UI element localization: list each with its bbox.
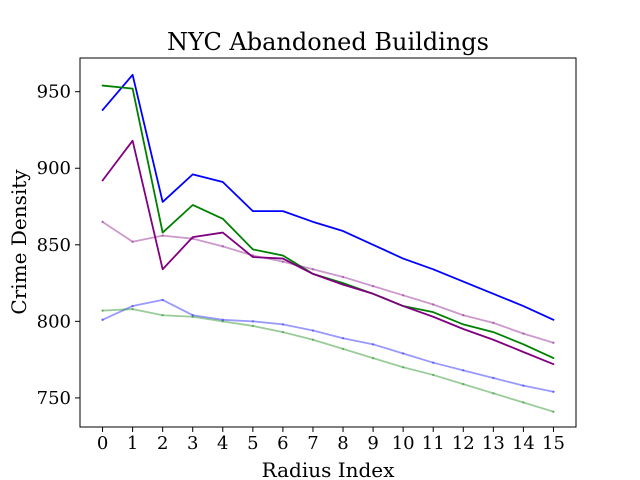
series-4-point (341, 275, 345, 279)
y-tick-label: 850 (37, 235, 71, 256)
series-5-point (161, 298, 164, 302)
series-5-point (552, 390, 555, 393)
series-4-point (311, 268, 315, 271)
x-tick-label: 9 (367, 433, 378, 454)
series-line-3 (101, 139, 555, 366)
series-5-point (492, 376, 495, 380)
x-tick-label: 7 (307, 433, 318, 454)
series-5-point (341, 337, 345, 340)
y-tick-label: 950 (37, 82, 71, 103)
series-5-point (462, 369, 465, 372)
x-axis-label: Radius Index (262, 458, 396, 480)
series-6-point (552, 410, 555, 413)
series-4-point (462, 314, 465, 317)
series-line-5 (101, 299, 555, 393)
y-axis: 750 800 850 900 950 (37, 82, 80, 409)
x-tick-label: 2 (157, 433, 168, 454)
x-tick-label: 10 (392, 433, 415, 454)
x-tick-label: 3 (187, 433, 198, 454)
series-6-point (131, 307, 134, 311)
x-tick-label: 1 (127, 433, 138, 454)
x-tick-label: 13 (482, 433, 505, 454)
series-5-point (311, 329, 315, 332)
x-tick-label: 14 (512, 433, 535, 454)
series-6-point (161, 314, 164, 317)
x-tick-label: 15 (542, 433, 565, 454)
series-5-point (251, 320, 255, 323)
series-6-point (401, 366, 405, 369)
series-4-point (191, 237, 194, 240)
series-4-point (101, 220, 104, 224)
series-6-point (101, 309, 104, 312)
x-tick-label: 12 (452, 433, 475, 454)
series-6-point (281, 330, 285, 334)
series-line-6 (101, 308, 555, 413)
series-5-point (101, 318, 104, 322)
series-4-point (432, 303, 435, 306)
series-4-point (492, 321, 495, 325)
series-6-point (221, 320, 224, 323)
series-6-point (341, 347, 345, 351)
series-5-point (522, 384, 525, 387)
plot-frame (79, 57, 577, 428)
series-line-4 (101, 220, 555, 344)
y-tick-label: 750 (37, 388, 71, 409)
series-4-point (251, 254, 255, 257)
series-6-point (492, 392, 495, 395)
series-6-point (522, 401, 525, 404)
series-5-point (131, 304, 134, 308)
series-6-point (462, 382, 465, 386)
x-tick-label: 11 (422, 433, 445, 454)
series-line-1 (101, 73, 555, 321)
series-5-point (191, 314, 194, 317)
series-line-2 (101, 84, 555, 360)
series-4-point (371, 284, 375, 288)
x-tick-label: 8 (337, 433, 348, 454)
x-tick-label: 5 (247, 433, 258, 454)
x-tick-label: 0 (97, 433, 108, 454)
y-tick-label: 800 (37, 311, 71, 332)
series-6-point (432, 373, 435, 377)
x-tick-label: 6 (277, 433, 288, 454)
series-4-point (522, 332, 525, 335)
x-axis: 0 1 2 3 4 5 6 7 8 9 10 11 12 13 14 15 (97, 427, 565, 454)
chart-title: NYC Abandoned Buildings (167, 28, 489, 56)
series-4-point (161, 234, 164, 237)
series-5-point (281, 323, 285, 326)
x-tick-label: 4 (217, 433, 228, 454)
series-4-point (131, 240, 134, 243)
series-6-point (251, 324, 255, 328)
series-5-point (221, 318, 224, 322)
series-4-point (401, 294, 405, 297)
series-5-point (401, 352, 405, 355)
series-5-point (371, 343, 375, 346)
series-4-point (281, 260, 285, 263)
series-6-point (371, 356, 375, 360)
series-4-point (552, 341, 555, 344)
series-6-point (191, 315, 194, 318)
y-tick-label: 900 (37, 158, 71, 179)
y-axis-label: Crime Density (7, 169, 31, 315)
series-6-point (311, 338, 315, 341)
series-layer (101, 73, 555, 413)
series-5-point (432, 361, 435, 364)
series-4-point (221, 245, 224, 248)
